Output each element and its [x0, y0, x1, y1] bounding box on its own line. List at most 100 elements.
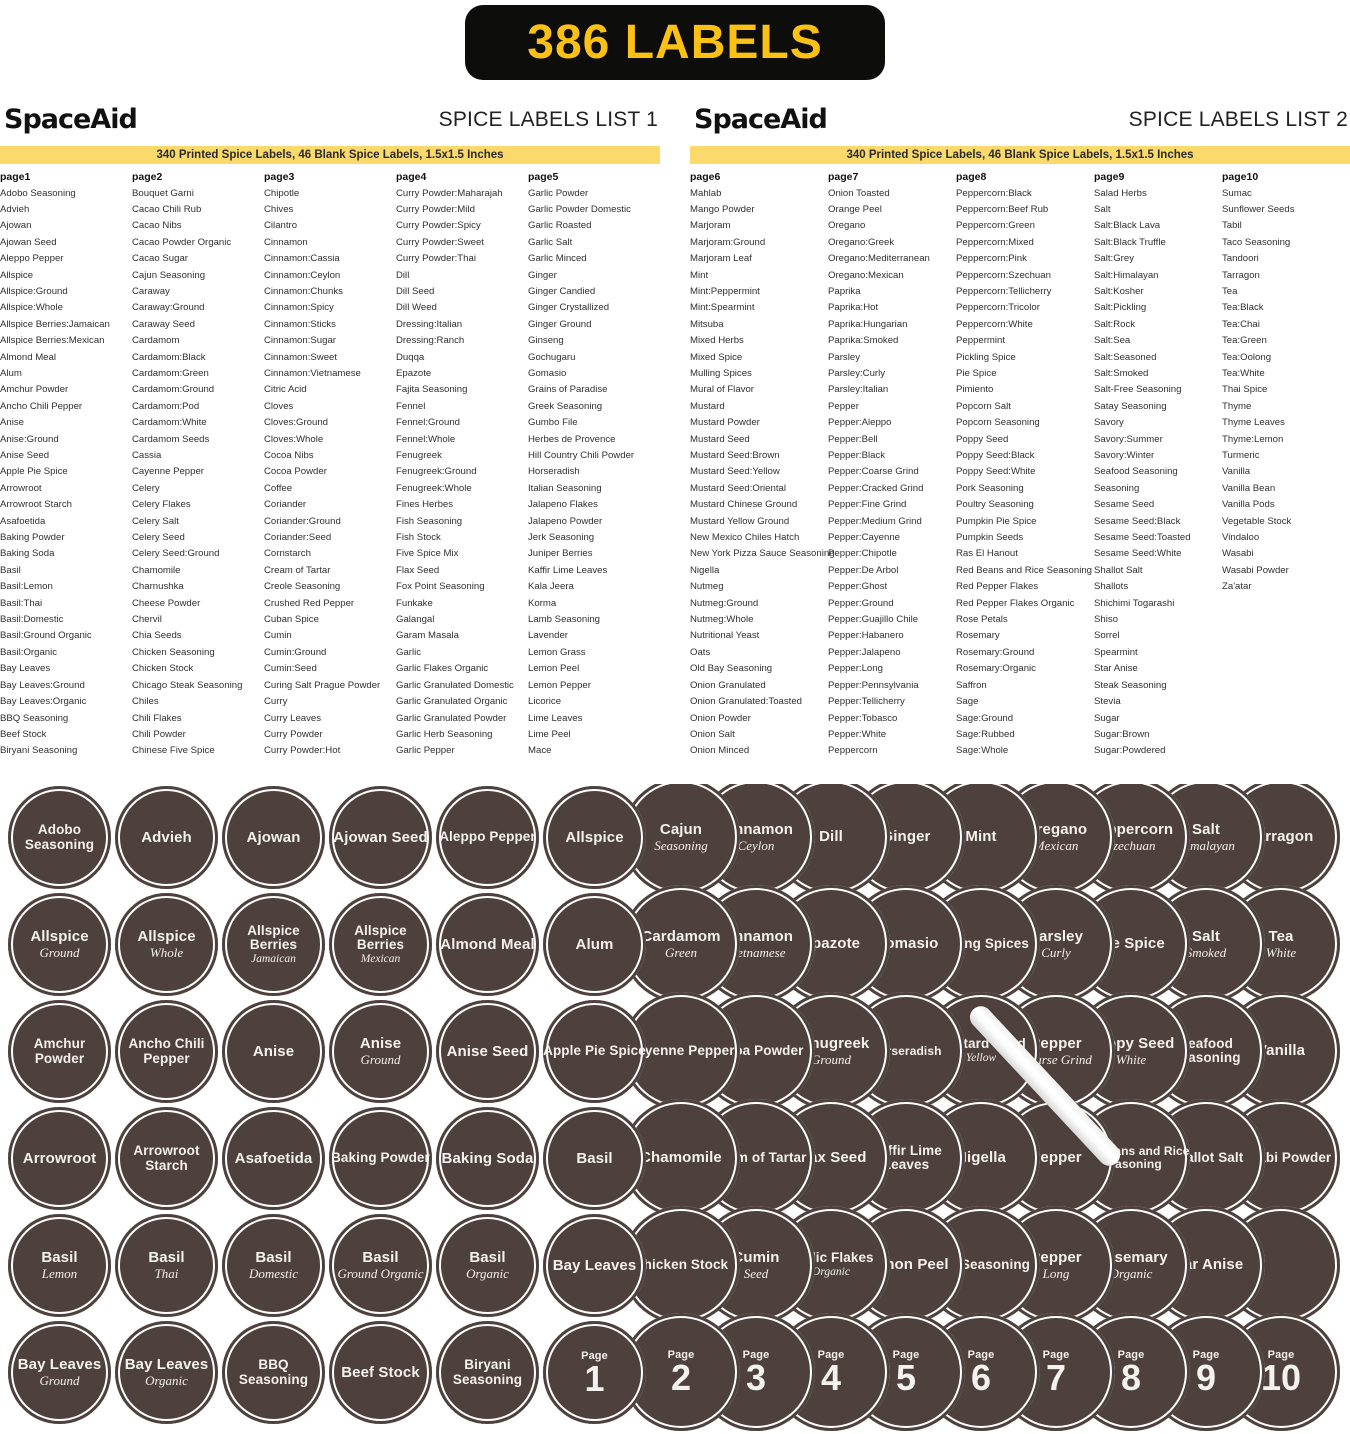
spice-name: Fennel	[396, 400, 426, 412]
spice-name: New Mexico Chiles Hatch	[690, 532, 800, 544]
spice-name: Savory	[1094, 417, 1124, 429]
spice-label-sticker[interactable]: Bay Leaves	[543, 1214, 646, 1317]
spice-label-sticker[interactable]: Ancho Chili Pepper	[115, 1000, 218, 1103]
spice-name: Curry Powder:Thai	[396, 253, 476, 265]
sticker-secondary-text: Ground	[39, 1373, 80, 1388]
spice-name: Ginger	[528, 269, 557, 281]
page-column-header: page10	[1222, 171, 1259, 183]
sticker-primary-text: Page	[892, 1349, 920, 1361]
spice-label-sticker[interactable]: Basil Domestic	[222, 1214, 325, 1317]
spice-label-sticker[interactable]: Alum	[543, 893, 646, 996]
spice-label-sticker[interactable]: Allspice Berries Mexican	[329, 893, 432, 996]
spice-label-sticker[interactable]: Anise Seed	[436, 1000, 539, 1103]
spice-name: Cajun Seasoning	[132, 269, 206, 281]
sticker-primary-text: Chamomile	[640, 1149, 722, 1166]
spice-name: Sage:Rubbed	[956, 728, 1015, 740]
spice-label-sticker[interactable]: Baking Powder	[329, 1107, 432, 1210]
spice-name: Marjoram Leaf	[690, 253, 752, 265]
spice-label-sticker[interactable]: Allspice Ground	[8, 893, 111, 996]
spice-label-sticker[interactable]: Page 1	[543, 1321, 646, 1424]
sticker-primary-text: Biryani Seasoning	[452, 1357, 523, 1387]
spice-name: Amchur Powder	[0, 384, 69, 396]
sticker-primary-text: BBQ Seasoning	[238, 1357, 309, 1387]
list-title: SPICE LABELS LIST 1	[438, 108, 658, 131]
spice-name: Tandoori	[1222, 253, 1259, 265]
spice-name: Mint	[690, 269, 709, 281]
spice-label-sticker[interactable]: Basil	[543, 1107, 646, 1210]
spice-label-sticker[interactable]: Asafoetida	[222, 1107, 325, 1210]
spice-label-sticker[interactable]: Arrowroot	[8, 1107, 111, 1210]
spice-label-sticker[interactable]: Adobo Seasoning	[8, 786, 111, 889]
spice-label-sticker[interactable]: Basil Thai	[115, 1214, 218, 1317]
spice-name: Gumbo File	[528, 417, 578, 429]
spice-name: Pumpkin Pie Spice	[956, 515, 1037, 527]
spice-label-sticker[interactable]: Apple Pie Spice	[543, 1000, 646, 1103]
spice-name: Garlic	[396, 646, 422, 658]
sticker-secondary-text: Ground	[39, 945, 80, 960]
spice-label-sticker[interactable]: Anise Ground	[329, 1000, 432, 1103]
spice-name: Pepper:Cayenne	[828, 532, 901, 544]
sticker-primary-text: Basil	[362, 1249, 399, 1266]
spice-name: Salt-Free Seasoning	[1094, 384, 1182, 396]
spice-name: Pork Seasoning	[956, 482, 1024, 494]
spice-label-sticker[interactable]: Bay Leaves Organic	[115, 1321, 218, 1424]
sticker-primary-text: Salt	[1192, 820, 1220, 838]
spice-name: Pepper:Medium Grind	[828, 515, 922, 527]
spice-name: Onion Granulated	[690, 679, 766, 691]
spice-label-sticker[interactable]: Anise	[222, 1000, 325, 1103]
spice-label-sticker[interactable]: Advieh	[115, 786, 218, 889]
spice-label-sticker[interactable]: Ajowan Seed	[329, 786, 432, 889]
spice-label-sticker[interactable]: Bay Leaves Ground	[8, 1321, 111, 1424]
spice-name: Ginseng	[528, 335, 564, 347]
spice-name: Curry Powder:Maharajah	[396, 187, 503, 199]
spice-label-sticker[interactable]: Basil Ground Organic	[329, 1214, 432, 1317]
sticker-primary-text: Anise	[359, 1035, 402, 1052]
spice-name: Baking Soda	[0, 548, 55, 560]
sticker-primary-text: Cardamom	[641, 927, 721, 945]
sticker-secondary-text: Ground	[811, 1051, 851, 1067]
spice-label-sticker[interactable]: Baking Soda	[436, 1107, 539, 1210]
spice-name: Cinnamon:Vietnamese	[264, 367, 361, 379]
spice-name: Italian Seasoning	[528, 482, 602, 494]
spice-label-sticker[interactable]: Ajowan	[222, 786, 325, 889]
spice-name: Sumac	[1222, 187, 1252, 199]
spice-name: Aleppo Pepper	[0, 253, 64, 265]
spice-label-sticker[interactable]: Allspice	[543, 786, 646, 889]
spice-name: Wasabi Powder	[1222, 564, 1289, 576]
spice-label-sticker[interactable]: Cajun Seasoning	[622, 784, 740, 896]
spice-name: Chicken Stock	[132, 663, 194, 675]
spice-name: Lavender	[528, 630, 569, 642]
page-column-page10: page10 Sumac Sunflower Seeds Tabil Taco Seas…	[1222, 171, 1350, 760]
spice-label-sticker[interactable]: Biryani Seasoning	[436, 1321, 539, 1424]
spice-name: Tea:White	[1222, 367, 1265, 379]
spice-name: Nigella	[690, 564, 720, 576]
spice-name: Almond Meal	[0, 351, 56, 363]
spice-name: Cuban Spice	[264, 614, 319, 626]
sticker-secondary-text: Vietnamese	[726, 944, 786, 960]
sticker-secondary-text: Mexican	[1033, 837, 1079, 853]
spice-label-sticker[interactable]: Basil Lemon	[8, 1214, 111, 1317]
spice-name: Shichimi Togarashi	[1094, 597, 1175, 609]
spice-label-sticker[interactable]: Basil Organic	[436, 1214, 539, 1317]
labels-count-banner: 386 LABELS	[465, 5, 885, 80]
spice-name: Fox Point Seasoning	[396, 581, 485, 593]
spice-label-sticker[interactable]: Amchur Powder	[8, 1000, 111, 1103]
spice-label-sticker[interactable]: Allspice Berries Jamaican	[222, 893, 325, 996]
spice-name: Cocoa Powder	[264, 466, 327, 478]
sticker-primary-text: Nigella	[956, 1149, 1006, 1166]
spice-name: Mustard	[690, 400, 725, 412]
spice-name: Sage:Whole	[956, 745, 1009, 757]
spice-label-sticker[interactable]: Almond Meal	[436, 893, 539, 996]
spice-label-sticker[interactable]: Beef Stock	[329, 1321, 432, 1424]
spice-name: Epazote	[396, 367, 432, 379]
spice-name: Salt:Grey	[1094, 253, 1134, 265]
spice-name: Asafoetida	[0, 515, 46, 527]
spice-label-sticker[interactable]: Arrowroot Starch	[115, 1107, 218, 1210]
spice-label-sticker[interactable]: BBQ Seasoning	[222, 1321, 325, 1424]
spice-label-sticker[interactable]: Aleppo Pepper	[436, 786, 539, 889]
spice-name: Mixed Spice	[690, 351, 743, 363]
spice-label-sticker[interactable]: Allspice Whole	[115, 893, 218, 996]
spice-name: Mahlab	[690, 187, 722, 199]
spice-name: Pie Spice	[956, 367, 997, 379]
spice-name: Wasabi	[1222, 548, 1254, 560]
